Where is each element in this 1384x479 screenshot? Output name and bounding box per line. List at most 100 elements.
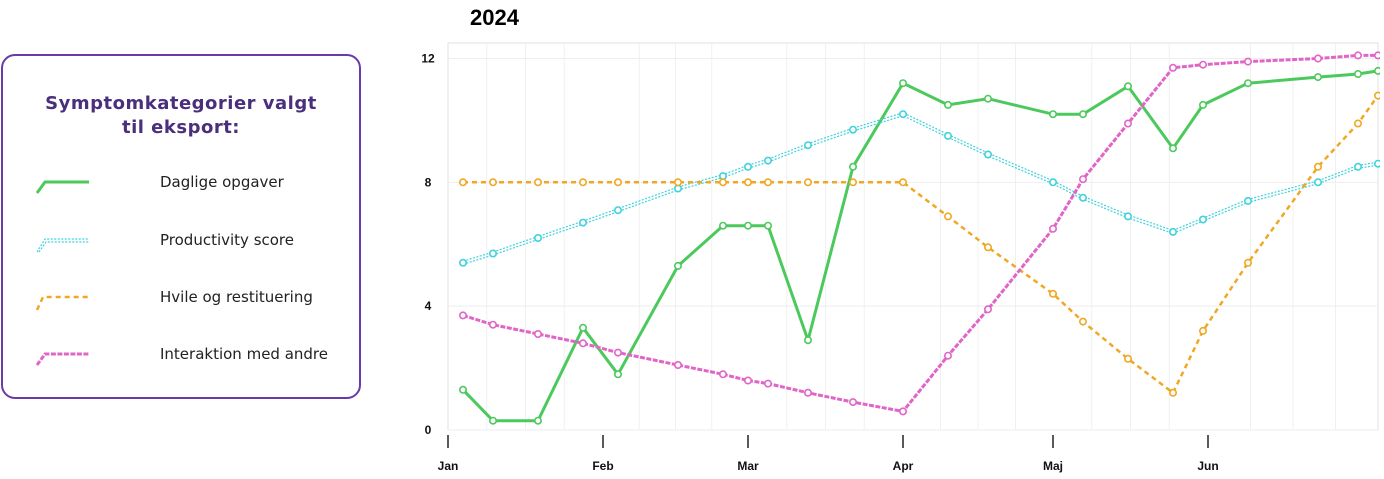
data-point (1374, 91, 1380, 100)
data-point (458, 311, 467, 320)
data-point (848, 125, 857, 134)
legend-swatch-double-icon (36, 238, 89, 253)
data-point (1313, 54, 1322, 63)
legend-label: Daglige opgaver (160, 173, 284, 191)
x-tick-label: Jun (1197, 459, 1218, 473)
data-point (579, 339, 588, 348)
legend-item-productivity-score[interactable]: Productivity score (33, 226, 353, 256)
data-point (1374, 51, 1380, 60)
y-tick-label: 8 (425, 175, 432, 189)
data-point (743, 178, 752, 187)
legend-swatch-dashed-icon (35, 352, 89, 366)
data-point (579, 323, 588, 332)
series-interaktion-med-andre (458, 51, 1380, 416)
plot-frame (447, 42, 1379, 431)
legend-panel: Symptomkategorier valgt til eksport: Dag… (1, 54, 361, 399)
legend-label: Productivity score (160, 231, 294, 249)
legend-item-hvile-og-restituering[interactable]: Hvile og restituering (33, 283, 353, 313)
data-point (1168, 227, 1177, 236)
data-point (579, 178, 588, 187)
legend-item-interaktion-med-andre[interactable]: Interaktion med andre (33, 340, 353, 370)
data-point (1198, 326, 1207, 335)
series-hvile-og-restituering (458, 91, 1380, 397)
data-point (898, 178, 907, 187)
x-tick-label: Maj (1043, 459, 1063, 473)
data-point (718, 370, 727, 379)
data-point (614, 370, 623, 379)
data-point (1123, 354, 1132, 363)
data-point (763, 379, 772, 388)
data-point (489, 320, 498, 329)
x-tick-label: Apr (893, 459, 914, 473)
data-point (743, 376, 752, 385)
chart-series (458, 51, 1380, 425)
data-point (1313, 73, 1322, 82)
data-point (458, 385, 467, 394)
data-point (763, 178, 772, 187)
chart-axes: 0 4 8 12 Jan Feb Mar Apr Maj Jun (421, 51, 1218, 473)
legend-swatch-solid-icon (35, 180, 89, 194)
data-point (718, 178, 727, 187)
data-point (1243, 258, 1252, 267)
y-tick-label: 4 (425, 299, 432, 313)
data-point (534, 234, 543, 243)
data-point (614, 178, 623, 187)
data-point (898, 110, 907, 119)
series-line (461, 69, 1379, 423)
legend-title-line2: til eksport: (121, 117, 241, 138)
legend-swatch-dashed-icon (35, 295, 89, 311)
data-point (458, 258, 467, 267)
data-point (1243, 57, 1252, 66)
data-point (1168, 63, 1177, 72)
data-point (1078, 193, 1087, 202)
data-point (489, 178, 498, 187)
y-tick-label: 0 (425, 423, 432, 437)
data-point (898, 79, 907, 88)
y-tick-label: 12 (421, 51, 435, 65)
data-point (943, 351, 952, 360)
data-point (614, 348, 623, 357)
data-point (1168, 388, 1177, 397)
x-tick-label: Jan (438, 459, 459, 473)
data-point (1123, 212, 1132, 221)
data-point (1048, 178, 1057, 187)
data-point (743, 221, 752, 230)
data-point (743, 162, 752, 171)
data-point (534, 178, 543, 187)
data-point (489, 249, 498, 258)
data-point (1243, 196, 1252, 205)
data-point (1353, 51, 1362, 60)
data-point (1374, 66, 1380, 75)
data-point (803, 336, 812, 345)
data-point (848, 398, 857, 407)
data-point (943, 212, 952, 221)
data-point (1048, 110, 1057, 119)
data-point (1123, 119, 1132, 128)
data-point (848, 162, 857, 171)
data-point (1313, 162, 1322, 171)
data-point (1078, 110, 1087, 119)
legend-item-daglige-opgaver[interactable]: Daglige opgaver (33, 168, 353, 198)
data-point (983, 94, 992, 103)
data-point (1243, 79, 1252, 88)
data-point (1353, 162, 1362, 171)
series-line (462, 115, 1379, 265)
data-point (1198, 100, 1207, 109)
data-point (1353, 119, 1362, 128)
series-line (462, 112, 1379, 262)
data-point (489, 416, 498, 425)
data-point (803, 178, 812, 187)
data-point (1198, 60, 1207, 69)
data-point (1198, 215, 1207, 224)
data-point (1078, 175, 1087, 184)
data-point (673, 261, 682, 270)
data-point (534, 329, 543, 338)
data-point (943, 131, 952, 140)
data-point (458, 178, 467, 187)
legend-title-line1: Symptomkategorier valgt (45, 93, 317, 114)
data-point (1353, 69, 1362, 78)
series-productivity-score (458, 110, 1380, 267)
data-point (983, 150, 992, 159)
data-point (763, 156, 772, 165)
legend-title: Symptomkategorier valgt til eksport: (3, 92, 359, 140)
